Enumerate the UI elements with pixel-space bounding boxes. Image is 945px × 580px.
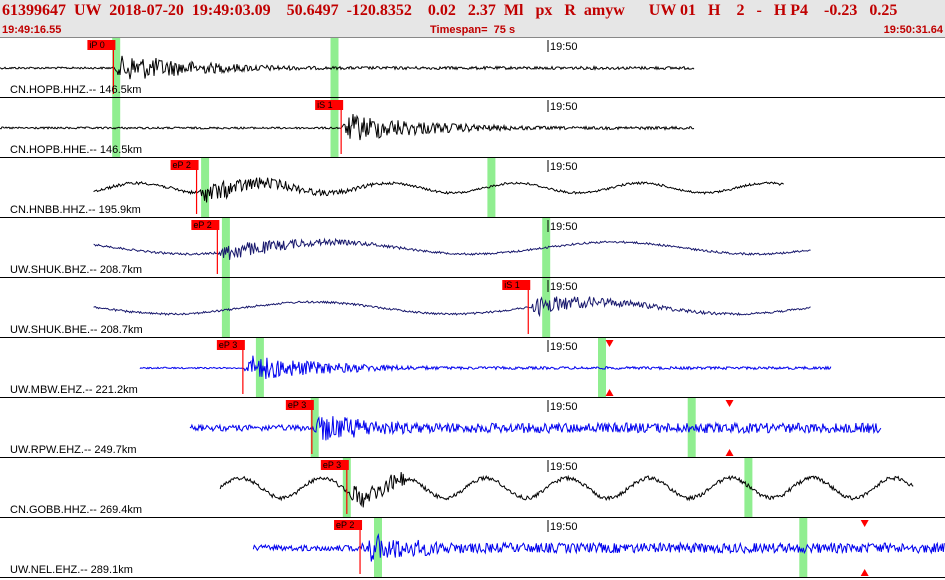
- time-tick-label: 19:50: [550, 281, 578, 293]
- waveform: [252, 533, 945, 562]
- phase-pick-label: eP 3: [288, 400, 306, 410]
- seismogram-canvas[interactable]: 19:50 iP 0 CN.HOPB.HHZ.-- 146.5km 19:50 iS 1…: [0, 38, 945, 580]
- phase-pick-label: iS 1: [504, 280, 520, 290]
- time-tick-label: 19:50: [550, 41, 578, 53]
- predicted-arrival-top-triangle: [725, 400, 734, 407]
- green-marker: [201, 158, 210, 217]
- time-tick-label: 19:50: [550, 341, 578, 353]
- trace-row[interactable]: 19:50 eP 3 CN.GOBB.HHZ.-- 269.4km: [0, 458, 945, 518]
- station-label: UW.NEL.EHZ.-- 289.1km: [10, 564, 133, 576]
- green-marker: [374, 518, 382, 577]
- green-marker: [112, 38, 121, 97]
- station-label: UW.MBW.EHZ.-- 221.2km: [10, 384, 138, 396]
- station-label: UW.SHUK.BHZ.-- 208.7km: [10, 264, 142, 276]
- green-marker: [221, 278, 230, 337]
- phase-pick-label: eP 3: [323, 460, 341, 470]
- trace-row[interactable]: 19:50 iS 1 UW.SHUK.BHE.-- 208.7km: [0, 278, 945, 338]
- predicted-arrival-top-triangle: [605, 340, 614, 347]
- green-marker: [310, 398, 319, 457]
- time-tick-label: 19:50: [550, 521, 578, 533]
- trace-row[interactable]: 19:50 eP 3 UW.RPW.EHZ.-- 249.7km: [0, 398, 945, 458]
- green-marker: [221, 218, 230, 277]
- event-summary-title: 61399647 UW 2018-07-20 19:49:03.09 50.64…: [2, 2, 898, 19]
- time-tick-label: 19:50: [550, 461, 578, 473]
- trace-row[interactable]: 19:50 iS 1 CN.HOPB.HHE.-- 146.5km: [0, 98, 945, 158]
- green-marker: [542, 278, 551, 337]
- trace-row[interactable]: 19:50 eP 2 CN.HNBB.HHZ.-- 195.9km: [0, 158, 945, 218]
- phase-pick-flag[interactable]: [285, 400, 314, 410]
- waveform: [0, 113, 695, 141]
- time-tick-label: 19:50: [550, 161, 578, 173]
- timespan-label: Timespan= 75 s: [430, 24, 516, 36]
- station-label: CN.GOBB.HHZ.-- 269.4km: [10, 504, 142, 516]
- phase-pick-flag[interactable]: [334, 520, 363, 530]
- waveform: [139, 355, 832, 380]
- trace-row[interactable]: 19:50 eP 2 UW.SHUK.BHZ.-- 208.7km: [0, 218, 945, 278]
- waveform: [219, 472, 914, 508]
- station-label: UW.RPW.EHZ.-- 249.7km: [10, 444, 137, 456]
- phase-pick-flag[interactable]: [315, 100, 344, 110]
- phase-pick-flag[interactable]: [170, 160, 199, 170]
- predicted-arrival-top-triangle: [860, 520, 869, 527]
- phase-pick-flag[interactable]: [216, 340, 245, 350]
- station-label: CN.HOPB.HHE.-- 146.5km: [10, 144, 142, 156]
- phase-pick-label: iP 0: [89, 40, 104, 50]
- phase-pick-label: eP 2: [336, 520, 354, 530]
- station-label: CN.HOPB.HHZ.-- 146.5km: [10, 84, 141, 96]
- waveform: [93, 177, 784, 203]
- phase-pick-flag[interactable]: [320, 460, 349, 470]
- time-tick-label: 19:50: [550, 221, 578, 233]
- phase-pick-flag[interactable]: [87, 40, 116, 50]
- green-marker: [744, 458, 753, 517]
- seismogram-panel[interactable]: 19:50 iP 0 CN.HOPB.HHZ.-- 146.5km 19:50 iS 1…: [0, 38, 945, 580]
- end-time: 19:50:31.64: [883, 24, 943, 36]
- station-label: CN.HNBB.HHZ.-- 195.9km: [10, 204, 141, 216]
- trace-row[interactable]: 19:50 iP 0 CN.HOPB.HHZ.-- 146.5km: [0, 38, 945, 98]
- waveform: [0, 55, 695, 80]
- phase-pick-label: eP 3: [219, 340, 237, 350]
- trace-row[interactable]: 19:50 eP 3 UW.MBW.EHZ.-- 221.2km: [0, 338, 945, 398]
- phase-pick-label: eP 2: [193, 220, 211, 230]
- event-header: 61399647 UW 2018-07-20 19:49:03.09 50.64…: [0, 0, 945, 38]
- waveform: [189, 416, 882, 441]
- trace-row[interactable]: 19:50 eP 2 UW.NEL.EHZ.-- 289.1km: [0, 518, 945, 578]
- phase-pick-flag[interactable]: [502, 280, 531, 290]
- green-marker: [255, 338, 264, 397]
- predicted-arrival-bottom-triangle: [605, 389, 614, 396]
- phase-pick-flag[interactable]: [191, 220, 220, 230]
- start-time: 19:49:16.55: [2, 24, 62, 36]
- phase-pick-label: eP 2: [173, 160, 191, 170]
- waveform: [93, 296, 811, 318]
- green-marker: [330, 98, 339, 157]
- predicted-arrival-bottom-triangle: [860, 569, 869, 576]
- green-marker: [799, 518, 808, 577]
- waveform: [93, 237, 811, 260]
- phase-pick-label: iS 1: [317, 100, 333, 110]
- predicted-arrival-bottom-triangle: [725, 449, 734, 456]
- green-marker: [487, 158, 496, 217]
- time-tick-label: 19:50: [550, 401, 578, 413]
- green-marker: [598, 338, 606, 397]
- station-label: UW.SHUK.BHE.-- 208.7km: [10, 324, 143, 336]
- time-tick-label: 19:50: [550, 101, 578, 113]
